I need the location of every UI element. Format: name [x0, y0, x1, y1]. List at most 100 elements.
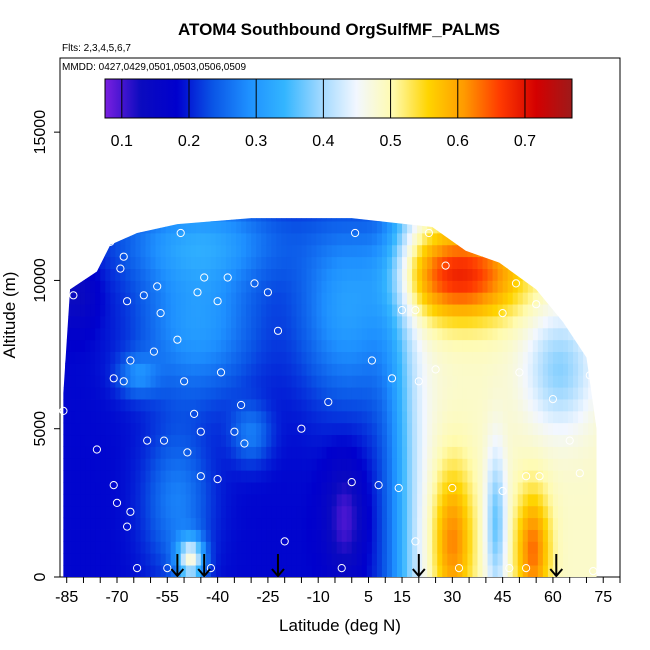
heatmap-cell: [452, 470, 458, 483]
heatmap-cell: [568, 363, 574, 376]
colorbar-gradient: [104, 78, 573, 119]
heatmap-cell: [568, 339, 574, 352]
heatmap-cell: [517, 505, 524, 519]
heatmap-cell: [482, 327, 488, 341]
heatmap-cell: [502, 387, 509, 400]
flights-subtitle: Flts: 2,3,4,5,6,7: [62, 43, 131, 54]
heatmap-cell: [447, 529, 453, 542]
heatmap-cell: [562, 470, 569, 483]
heatmap-cell: [341, 470, 348, 483]
heatmap-cell: [105, 316, 111, 329]
heatmap-cell: [452, 399, 458, 412]
heatmap-cell: [95, 327, 101, 341]
heatmap-cell: [477, 541, 483, 554]
heatmap-cell: [557, 221, 564, 234]
heatmap-cell: [407, 256, 413, 269]
heatmap-cell: [376, 268, 383, 281]
heatmap-cell: [150, 387, 156, 400]
heatmap-cell: [573, 218, 579, 222]
heatmap-cell: [522, 304, 529, 317]
heatmap-cell: [517, 268, 524, 281]
heatmap-cell: [125, 410, 131, 424]
heatmap-cell: [261, 375, 267, 388]
heatmap-cell: [241, 232, 247, 246]
heatmap-cell: [557, 482, 564, 495]
heatmap-cell: [286, 410, 292, 424]
heatmap-cell: [492, 399, 498, 412]
heatmap-cell: [462, 446, 468, 459]
heatmap-cell: [200, 446, 207, 459]
heatmap-cell: [552, 505, 559, 519]
heatmap-cell: [331, 493, 338, 507]
heatmap-cell: [593, 316, 597, 329]
heatmap-cell: [200, 410, 207, 424]
heatmap-cell: [593, 470, 597, 483]
heatmap-cell: [482, 218, 488, 222]
heatmap-cell: [532, 221, 539, 234]
heatmap-cell: [301, 410, 307, 424]
heatmap-cell: [326, 387, 333, 400]
heatmap-cell: [326, 339, 333, 352]
heatmap-cell: [70, 434, 76, 447]
heatmap-cell: [301, 387, 307, 400]
heatmap-cell: [150, 541, 156, 554]
heatmap-cell: [542, 304, 549, 317]
heatmap-cell: [210, 363, 217, 376]
heatmap-cell: [115, 292, 121, 305]
heatmap-cell: [452, 304, 458, 317]
heatmap-cell: [241, 565, 247, 578]
heatmap-cell: [316, 565, 322, 578]
heatmap-cell: [170, 363, 177, 376]
heatmap-cell: [422, 410, 428, 424]
heatmap-cell: [437, 363, 443, 376]
heatmap-cell: [301, 529, 307, 542]
heatmap-cell: [402, 458, 408, 471]
sample-point: [575, 469, 584, 478]
heatmap-cell: [90, 529, 96, 542]
heatmap-cell: [105, 327, 111, 341]
heatmap-cell: [366, 446, 373, 459]
heatmap-cell: [432, 553, 438, 566]
heatmap-cell: [417, 446, 423, 459]
heatmap-cell: [100, 292, 106, 305]
heatmap-cell: [231, 280, 237, 293]
heatmap-cell: [90, 375, 96, 388]
heatmap-cell: [552, 410, 559, 424]
heatmap-cell: [578, 505, 584, 519]
heatmap-cell: [215, 218, 222, 222]
heatmap-cell: [271, 399, 277, 412]
heatmap-cell: [63, 304, 66, 317]
heatmap-cell: [447, 422, 453, 436]
heatmap-cell: [130, 529, 136, 542]
heatmap-cell: [482, 493, 488, 507]
heatmap-cell: [341, 399, 348, 412]
heatmap-cell: [573, 256, 579, 269]
heatmap-cell: [246, 304, 252, 317]
heatmap-cell: [472, 399, 478, 412]
heatmap-cell: [497, 470, 504, 483]
heatmap-cell: [376, 232, 383, 246]
heatmap-cell: [210, 292, 217, 305]
heatmap-cell: [402, 244, 408, 258]
heatmap-cell: [286, 351, 292, 364]
x-tick-label: -85: [55, 589, 78, 606]
heatmap-cell: [366, 304, 373, 317]
heatmap-cell: [246, 375, 252, 388]
heatmap-cell: [457, 351, 463, 364]
heatmap-cell: [200, 221, 207, 234]
heatmap-cell: [205, 218, 212, 222]
heatmap-cell: [266, 218, 272, 222]
heatmap-cell: [351, 218, 358, 222]
heatmap-cell: [276, 446, 282, 459]
heatmap-cell: [547, 363, 554, 376]
heatmap-cell: [281, 529, 287, 542]
heatmap-cell: [110, 387, 116, 400]
heatmap-cell: [63, 422, 66, 436]
heatmap-cell: [246, 434, 252, 447]
heatmap-cell: [447, 218, 453, 222]
heatmap-cell: [125, 493, 131, 507]
heatmap-cell: [286, 422, 292, 436]
heatmap-cell: [85, 541, 91, 554]
heatmap-cell: [522, 244, 529, 258]
heatmap-cell: [361, 553, 368, 566]
